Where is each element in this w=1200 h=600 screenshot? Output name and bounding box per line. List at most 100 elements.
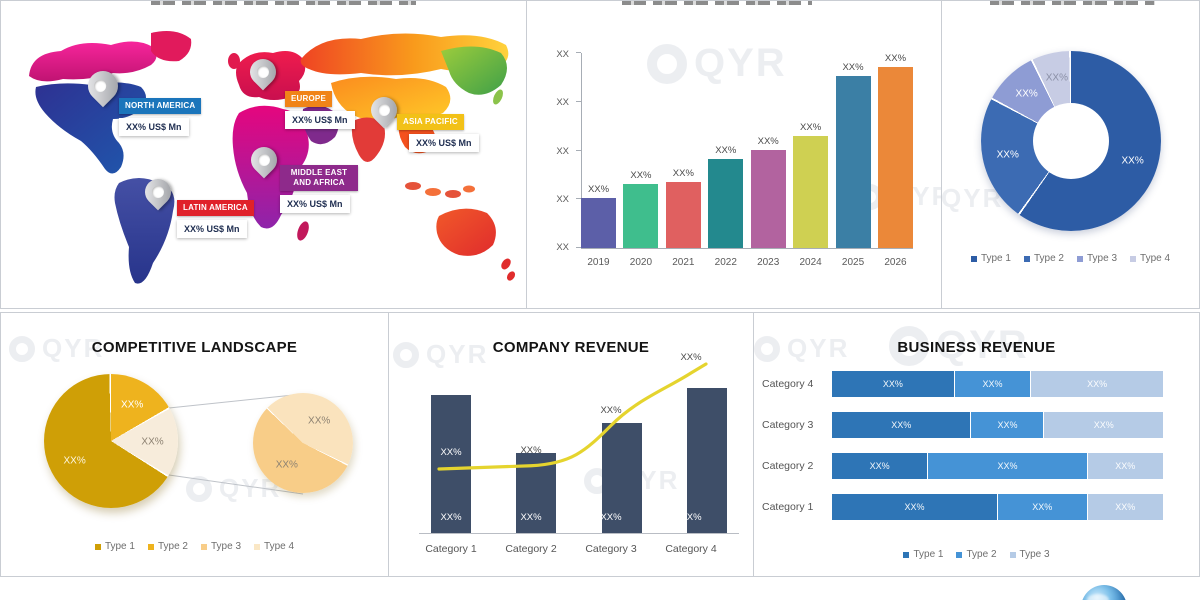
- stacked-bar-rows: Category 4 XX% XX% XX% Category 3 XX% XX% XX% Ca…: [762, 371, 1164, 535]
- region-name: NORTH AMERICA: [119, 98, 202, 114]
- secondary-pie-chart: XX% XX%: [253, 393, 353, 493]
- panel-title: COMPANY REVENUE: [492, 339, 650, 357]
- year-label: 2024: [799, 257, 822, 268]
- pie-slice-label: XX%: [275, 459, 298, 471]
- bar-segment: XX%: [832, 494, 998, 520]
- line-value-label: XX%: [520, 444, 542, 456]
- segment-value-label: XX%: [882, 379, 903, 389]
- legend-label: Type 3: [1087, 253, 1118, 264]
- growth-bar-column: XX% 2023: [750, 53, 786, 268]
- growth-bar: [623, 184, 659, 248]
- growth-bar-column: XX% 2020: [623, 53, 659, 268]
- bar-value-label: XX%: [630, 170, 652, 182]
- region-name: MIDDLE EAST AND AFRICA: [280, 165, 358, 191]
- stacked-bar: XX% XX% XX%: [832, 412, 1164, 438]
- bar-segment: XX%: [832, 371, 955, 397]
- competitive-landscape-panel: QYR QYR COMPETITIVE LANDSCAPE XX% XX% XX% …: [0, 312, 389, 577]
- segment-value-label: XX%: [982, 379, 1003, 389]
- category-label: Category 1: [425, 543, 477, 555]
- legend-marker: [254, 543, 261, 550]
- region-value: XX% US$ Mn: [285, 111, 355, 129]
- growth-bar: [877, 67, 913, 248]
- legend-item: Type 4: [254, 541, 294, 552]
- y-tick-mark: [576, 149, 581, 151]
- growth-bar: [581, 197, 616, 248]
- growth-bar-column: XX% 2025: [835, 53, 871, 268]
- legend-item: Type 2: [956, 549, 997, 560]
- legend-label: Type 2: [966, 549, 997, 560]
- main-pie-chart: XX% XX% XX%: [44, 374, 178, 508]
- region-name: EUROPE: [285, 91, 332, 107]
- company-revenue-plot: [419, 359, 739, 534]
- region-value: XX% US$ Mn: [409, 134, 479, 152]
- region-value: XX% US$ Mn: [177, 220, 247, 238]
- year-label: 2025: [841, 257, 865, 268]
- region-name: LATIN AMERICA: [177, 200, 254, 216]
- bar-value-label: XX%: [680, 512, 702, 523]
- bar-value-label: XX%: [672, 168, 694, 180]
- legend-marker: [1009, 551, 1016, 558]
- company-revenue-panel: QYR QYR COMPANY REVENUE XX% XX% Category 1…: [388, 312, 754, 577]
- bar-segment: XX%: [928, 453, 1088, 479]
- growth-bar-column: XX% 2026: [877, 53, 913, 268]
- legend-marker: [1023, 255, 1030, 262]
- bar-value-label: XX%: [715, 145, 737, 157]
- category-label: Category 1: [762, 501, 814, 513]
- legend-label: Type 2: [157, 541, 188, 552]
- legend-label: Type 1: [104, 541, 135, 552]
- region-label-middle-east-africa: MIDDLE EAST AND AFRICA XX% US$ Mn: [280, 165, 358, 213]
- pie-slice-label: XX%: [308, 415, 331, 427]
- y-tick-label: XX: [556, 242, 569, 253]
- globe-logo-icon: [1081, 585, 1127, 600]
- y-tick-mark: [576, 100, 581, 102]
- segment-value-label: XX%: [1115, 502, 1136, 512]
- bar-value-label: XX%: [757, 135, 779, 147]
- year-label: 2019: [587, 257, 610, 268]
- watermark-ring-icon: [186, 475, 212, 502]
- segment-value-label: XX%: [997, 461, 1018, 471]
- donut-chart: XX% XX% XX% XX%: [981, 51, 1161, 231]
- legend-label: Type 1: [913, 549, 944, 560]
- bar-value-label: XX%: [520, 512, 542, 523]
- business-revenue-panel: QYR QYR BUSINESS REVENUE Category 4 XX% XX…: [753, 312, 1200, 577]
- continent-australia: [436, 208, 516, 281]
- legend-item: Type 2: [147, 541, 188, 552]
- donut-legend: Type 1 Type 2 Type 3 Type 4: [942, 253, 1199, 264]
- y-tick-mark: [576, 247, 581, 248]
- revenue-bar: [431, 394, 471, 533]
- growth-bar-column: XX% 2021: [665, 53, 701, 268]
- bar-segment: XX%: [1087, 494, 1164, 520]
- bar-segment: XX%: [954, 371, 1032, 397]
- revenue-bar: [686, 387, 727, 533]
- segment-value-label: XX%: [1032, 502, 1053, 512]
- region-name: ASIA PACIFIC: [397, 114, 464, 130]
- region-value: XX% US$ Mn: [119, 118, 189, 136]
- legend-item: Type 3: [201, 541, 241, 552]
- legend-item: Type 1: [903, 549, 943, 560]
- bar-segment: XX%: [1031, 371, 1164, 397]
- legend-label: Type 4: [264, 541, 295, 552]
- segment-value-label: XX%: [891, 420, 912, 430]
- legend-item: Type 1: [970, 253, 1011, 264]
- pie-slice-label: XX%: [1015, 88, 1038, 100]
- business-legend: Type 1 Type 2 Type 3: [754, 549, 1199, 560]
- bar-segment: XX%: [1087, 453, 1164, 479]
- pie-slice-label: XX%: [121, 399, 144, 411]
- segment-value-label: XX%: [1093, 420, 1114, 430]
- legend-label: Type 3: [211, 541, 242, 552]
- y-tick-label: XX: [556, 145, 569, 157]
- legend-label: Type 4: [1140, 253, 1171, 264]
- stacked-bar: XX% XX% XX%: [832, 494, 1164, 520]
- bar-value-label: XX%: [587, 183, 610, 195]
- growth-bar: [793, 136, 829, 248]
- stacked-bar: XX% XX% XX%: [832, 371, 1164, 397]
- clipped-panel-title: [990, 1, 1155, 5]
- y-tick-label: XX: [556, 49, 569, 60]
- legend-marker: [201, 543, 207, 550]
- bar-segment: XX%: [832, 453, 929, 479]
- category-label: Category 3: [585, 543, 637, 555]
- category-label: Category 4: [665, 543, 717, 555]
- bar-value-label: XX%: [842, 62, 864, 74]
- clipped-panel-title: [622, 1, 812, 5]
